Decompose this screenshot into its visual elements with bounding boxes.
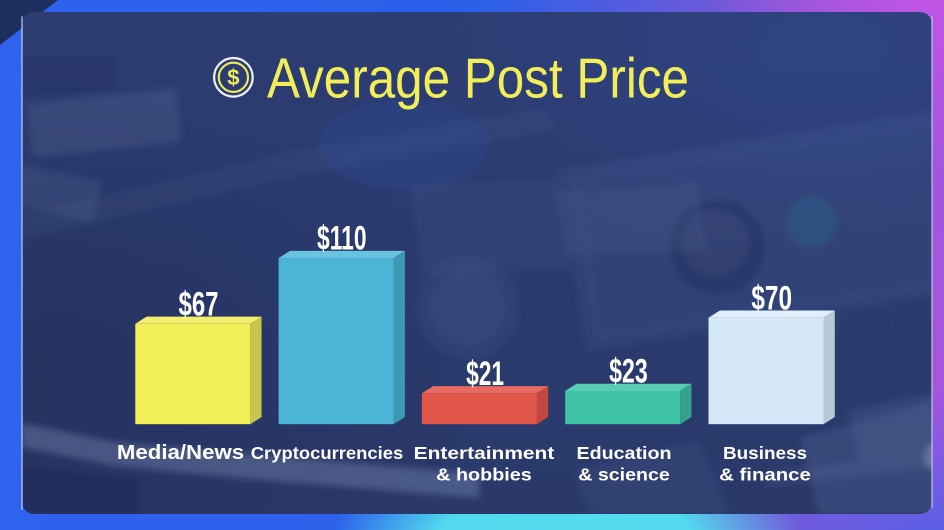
svg-text:$21: $21: [466, 355, 504, 393]
svg-text:& science: & science: [578, 464, 670, 484]
svg-text:$70: $70: [751, 279, 792, 317]
svg-text:& finance: & finance: [719, 464, 811, 484]
svg-text:Business: Business: [723, 443, 807, 463]
svg-text:Education: Education: [577, 443, 672, 463]
svg-text:$: $: [227, 65, 239, 90]
svg-text:Cryptocurrencies: Cryptocurrencies: [251, 443, 404, 463]
svg-text:Media/News: Media/News: [117, 442, 244, 464]
svg-text:& hobbies: & hobbies: [436, 464, 532, 484]
svg-text:Average Post Price: Average Post Price: [267, 47, 689, 111]
svg-text:Entertainment: Entertainment: [414, 443, 555, 463]
svg-text:$23: $23: [609, 353, 648, 391]
svg-text:$110: $110: [317, 220, 367, 258]
svg-text:$67: $67: [179, 285, 219, 323]
